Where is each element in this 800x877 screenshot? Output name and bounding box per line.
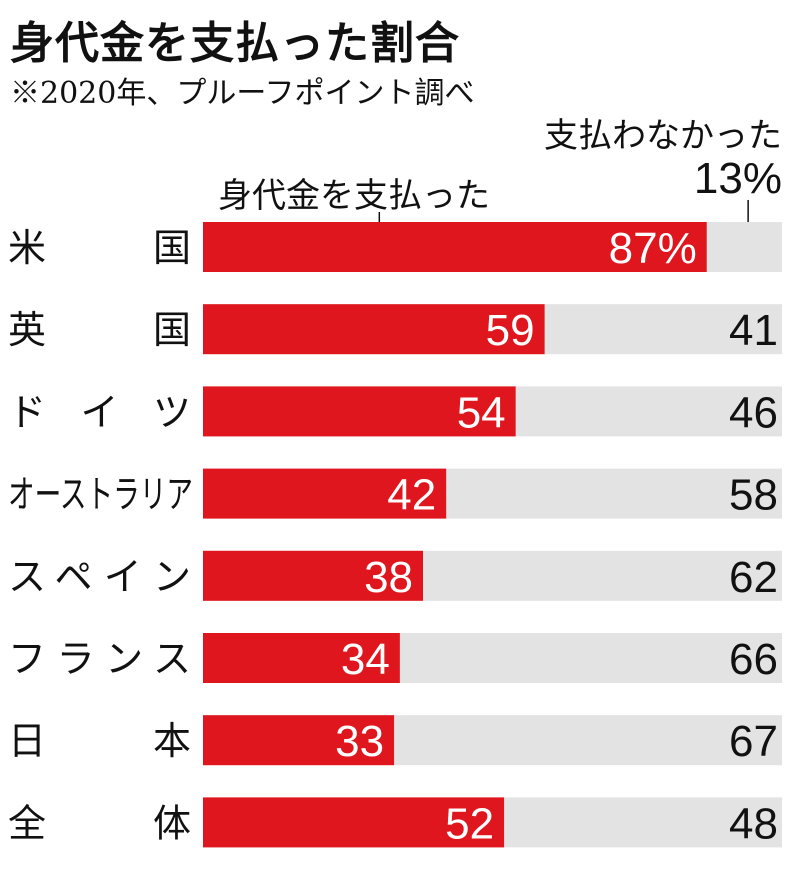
bar-paid	[203, 304, 545, 355]
not-paid-value-label: 48	[729, 799, 778, 848]
bar-row: オーストラリア 42 58	[8, 468, 782, 520]
category-label: 日 本	[8, 719, 191, 763]
category-label: フランス	[8, 637, 191, 681]
paid-value-label: 42	[387, 471, 436, 520]
bar-row: 全 体 52 48	[8, 797, 782, 848]
not-paid-value-label: 46	[729, 388, 778, 437]
bar-paid	[203, 386, 516, 437]
paid-value-label: 33	[335, 717, 384, 766]
bar-row: スペイン 38 62	[8, 550, 782, 602]
bar-row: 英 国 59 41	[8, 304, 782, 355]
bar-paid	[203, 222, 707, 272]
category-label: 米 国	[8, 226, 191, 270]
bar-row: 日 本 33 67	[8, 715, 782, 766]
bar-paid	[203, 797, 505, 848]
paid-value-label: 34	[341, 635, 390, 684]
category-label: スペイン	[8, 555, 191, 599]
bar-row: 米 国 87%	[8, 222, 782, 273]
paid-value-label: 54	[457, 388, 506, 437]
not-paid-value-label: 13%	[694, 154, 782, 203]
paid-value-label: 59	[486, 306, 535, 355]
not-paid-value-label: 41	[729, 306, 778, 355]
bar-paid	[203, 715, 395, 766]
category-label: 英 国	[8, 308, 191, 352]
bar-rows: 米 国 87% 英 国 59 41 ド イ ツ 54 46 オーストラリア 42 58 スペイン 38 6…	[8, 222, 782, 848]
chart-subtitle: ※2020年、プルーフポイント調べ	[10, 76, 475, 111]
legend-not-paid-label: 支払わなかった	[544, 116, 782, 156]
bar-paid	[203, 550, 424, 601]
bar-paid	[203, 633, 400, 683]
chart-title: 身代金を支払った割合	[10, 18, 460, 69]
paid-value-label: 38	[364, 553, 413, 602]
not-paid-value-label: 58	[729, 471, 778, 520]
paid-value-label: 52	[445, 799, 494, 848]
category-label: 全 体	[8, 801, 191, 845]
not-paid-value-label: 67	[729, 717, 778, 766]
category-label: ド イ ツ	[8, 390, 191, 434]
bar-row: ド イ ツ 54 46	[8, 386, 782, 437]
paid-value-label: 87%	[609, 224, 697, 273]
category-label: オーストラリア	[8, 473, 193, 517]
not-paid-value-label: 62	[729, 553, 778, 602]
bar-paid	[203, 468, 447, 519]
not-paid-value-label: 66	[729, 635, 778, 684]
bar-row: フランス 34 66	[8, 633, 782, 684]
legend-paid-label: 身代金を支払った	[218, 176, 490, 216]
